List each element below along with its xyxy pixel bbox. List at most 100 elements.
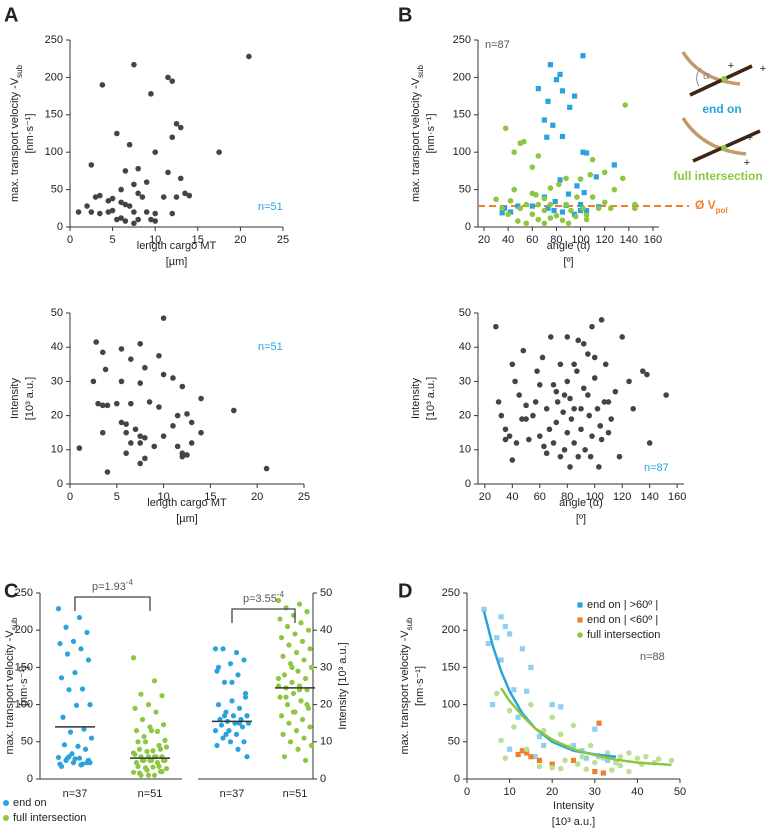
- data-point: [547, 334, 554, 340]
- panel-label: C: [4, 580, 18, 602]
- data-point: [78, 646, 84, 652]
- data-point: [246, 53, 252, 60]
- data-point: [532, 754, 538, 760]
- data-point: [72, 756, 78, 762]
- data-point: [577, 207, 584, 214]
- data-point: [84, 629, 90, 636]
- data-point: [263, 465, 270, 472]
- data-point: [553, 212, 560, 219]
- data-point: [634, 755, 641, 761]
- data-point: [281, 672, 288, 678]
- data-point: [293, 649, 300, 656]
- data-point: [63, 624, 69, 630]
- legend-label: end on: [13, 797, 47, 809]
- data-point: [589, 156, 596, 163]
- data-point: [72, 670, 78, 676]
- y-tick-label: 30: [51, 375, 63, 387]
- sample-size: n=51: [138, 788, 163, 800]
- data-point: [76, 445, 83, 451]
- y-tick-label: 50: [21, 736, 33, 748]
- y-axis-label: Intensity: [410, 378, 422, 419]
- y-tick-label: 100: [45, 146, 63, 158]
- data-point: [613, 759, 619, 766]
- data-point: [142, 364, 148, 371]
- y-tick-label: 150: [15, 661, 33, 673]
- data-point: [97, 192, 103, 199]
- x-tick-label: 20: [251, 491, 263, 503]
- data-point: [541, 220, 548, 227]
- data-point: [604, 757, 611, 763]
- y2-tick-label: 20: [320, 699, 332, 711]
- data-point: [511, 149, 517, 155]
- p-value-exp: -4: [277, 590, 285, 599]
- data-point: [114, 130, 120, 137]
- data-point: [122, 201, 129, 208]
- data-point: [118, 346, 125, 352]
- data-point: [592, 759, 598, 766]
- y-tick-label: 200: [15, 624, 33, 636]
- data-point: [528, 754, 534, 760]
- data-point: [583, 755, 589, 761]
- data-point: [577, 176, 584, 182]
- x-tick-label: 80: [550, 234, 562, 246]
- data-point: [592, 726, 598, 732]
- x-axis-unit: [º]: [576, 513, 586, 525]
- data-point: [135, 763, 141, 769]
- data-point: [507, 746, 513, 752]
- p-value-text: p=3.55: [243, 593, 277, 605]
- data-point: [135, 165, 141, 172]
- data-point: [227, 739, 234, 745]
- data-point: [579, 753, 585, 760]
- y2-tick-label: 0: [320, 773, 326, 785]
- x-tick-label: 100: [571, 234, 589, 246]
- data-point: [184, 452, 190, 458]
- x-tick-label: 20: [479, 491, 491, 503]
- data-point: [550, 440, 557, 446]
- data-point: [524, 750, 530, 756]
- y-tick-label: 50: [51, 307, 63, 319]
- x-tick-label: 10: [149, 234, 161, 246]
- p-value: p=3.55-4: [243, 590, 285, 605]
- data-point: [617, 762, 624, 769]
- y-axis-label: max. transport velocity -Vsub: [9, 64, 24, 202]
- data-point: [169, 210, 176, 217]
- data-point: [150, 764, 156, 770]
- data-point: [61, 742, 68, 748]
- data-point: [520, 347, 527, 354]
- x-axis-label: length cargo MT: [147, 497, 227, 509]
- data-point: [570, 757, 577, 763]
- data-point: [580, 53, 586, 59]
- data-point: [568, 416, 575, 422]
- data-point: [557, 71, 563, 78]
- data-point: [549, 702, 555, 708]
- legend-label: full intersection: [673, 169, 762, 183]
- data-point: [307, 646, 313, 652]
- x-tick-label: 20: [234, 234, 246, 246]
- data-point: [574, 194, 580, 200]
- data-point: [114, 400, 120, 407]
- legend-marker: [577, 602, 583, 608]
- data-point: [241, 739, 247, 745]
- data-point: [506, 707, 513, 714]
- y-tick-label: 150: [442, 661, 460, 673]
- data-point: [151, 443, 158, 450]
- data-point: [577, 201, 584, 208]
- data-point: [123, 429, 129, 436]
- y-tick-label: 50: [448, 736, 460, 748]
- data-point: [79, 686, 86, 692]
- data-point: [170, 375, 176, 381]
- data-point: [553, 419, 560, 426]
- data-point: [593, 174, 599, 180]
- data-point: [494, 635, 500, 641]
- data-point: [289, 664, 295, 671]
- data-point: [609, 767, 615, 773]
- data-point: [156, 404, 162, 410]
- data-point: [212, 646, 219, 652]
- sample-size: n=88: [640, 651, 665, 663]
- data-point: [578, 426, 584, 433]
- data-point: [132, 751, 138, 758]
- significance-bracket: [231, 608, 296, 623]
- data-point: [301, 735, 307, 741]
- data-point: [295, 668, 301, 674]
- data-point: [515, 751, 521, 758]
